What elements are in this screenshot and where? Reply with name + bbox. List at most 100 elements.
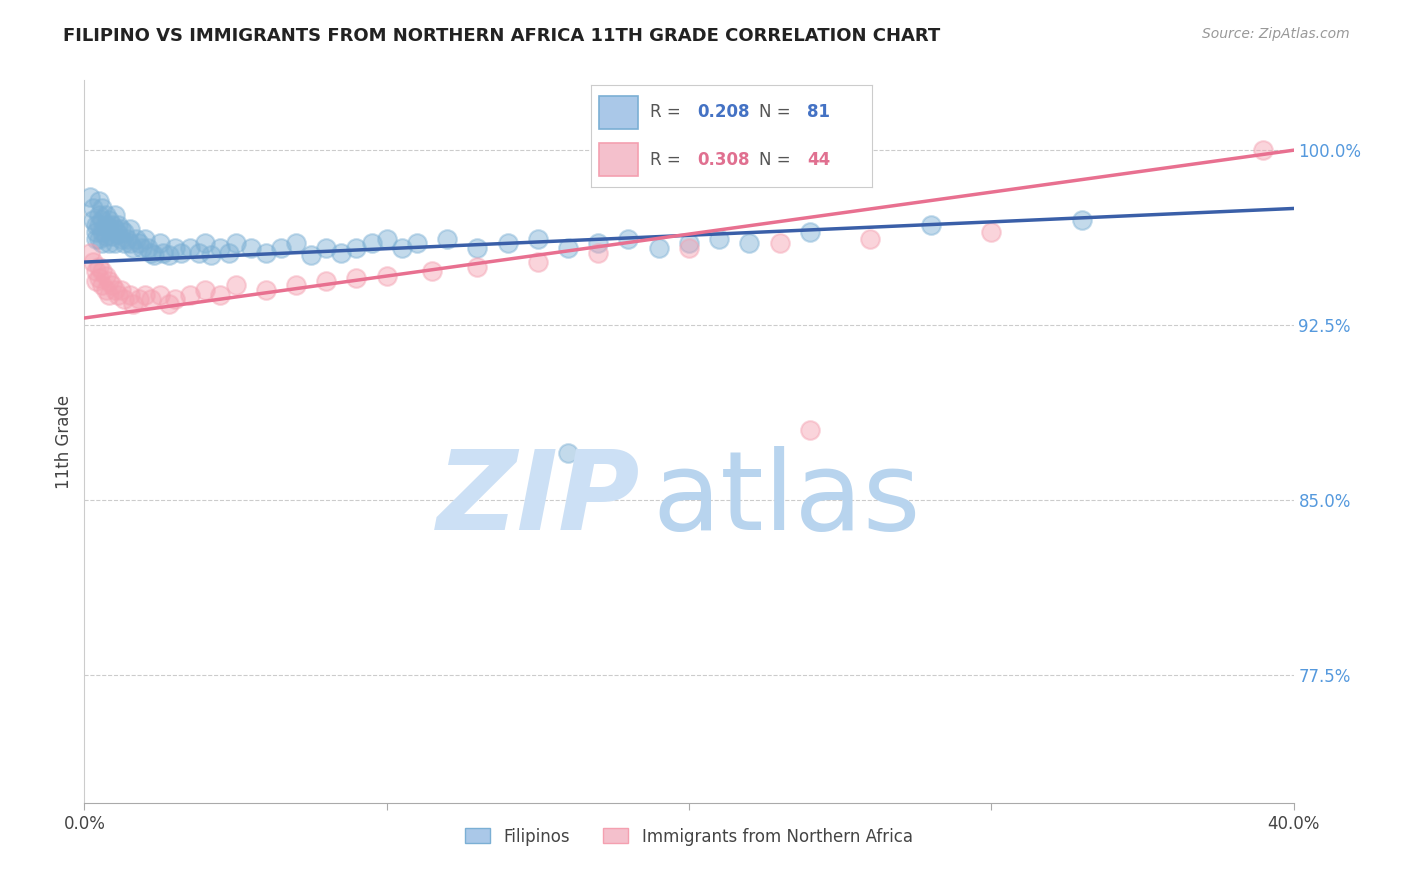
Point [100,218,122,232]
Point [89,218,111,232]
Point [527,232,550,246]
Text: atlas: atlas [652,446,921,553]
FancyBboxPatch shape [599,144,638,176]
Point [115,232,138,246]
Text: N =: N = [759,151,790,169]
Point [406,236,429,251]
Point [299,248,322,262]
Point [91,202,114,216]
Point [467,241,489,255]
Point [91,264,114,278]
Point [678,241,700,255]
Point [107,227,129,241]
Point [239,241,262,255]
Legend: Filipinos, Immigrants from Northern Africa: Filipinos, Immigrants from Northern Afri… [458,821,920,852]
Point [134,232,156,246]
Text: N =: N = [759,103,790,121]
Point [136,241,159,255]
Point [86,225,108,239]
Point [375,232,398,246]
Point [110,283,132,297]
Text: R =: R = [650,151,686,169]
Text: 0.308: 0.308 [697,151,749,169]
Point [94,209,117,223]
Point [89,209,111,223]
Point [709,232,731,246]
Point [128,293,150,307]
Point [89,260,111,274]
Point [86,232,108,246]
Text: 44: 44 [807,151,831,169]
Point [97,287,120,301]
Point [209,287,232,301]
Point [330,245,353,260]
Point [112,236,135,251]
Point [131,241,153,255]
Point [97,274,120,288]
Point [360,236,382,251]
Point [104,236,127,251]
Point [738,236,761,251]
Point [225,236,247,251]
Point [86,264,108,278]
Point [139,293,162,307]
Y-axis label: 11th Grade: 11th Grade [55,394,73,489]
Point [200,248,222,262]
Point [769,236,792,251]
Point [104,209,127,223]
Point [86,218,108,232]
Point [346,241,368,255]
Point [82,202,104,216]
Point [436,232,458,246]
Text: R =: R = [650,103,686,121]
Point [100,278,122,293]
Point [97,213,120,227]
Point [139,245,162,260]
Point [118,236,141,251]
Point [346,271,368,285]
Point [157,248,180,262]
Point [420,264,443,278]
Point [152,245,174,260]
Point [94,268,117,283]
Point [179,241,201,255]
Point [285,236,308,251]
Point [254,245,277,260]
Point [134,287,156,301]
Point [980,225,1002,239]
Point [467,260,489,274]
Point [121,241,143,255]
Point [194,236,217,251]
Point [118,287,141,301]
Point [94,229,117,244]
Point [94,218,117,232]
Point [165,293,187,307]
Point [588,245,610,260]
Point [920,218,942,232]
Text: FILIPINO VS IMMIGRANTS FROM NORTHERN AFRICA 11TH GRADE CORRELATION CHART: FILIPINO VS IMMIGRANTS FROM NORTHERN AFR… [63,27,941,45]
Point [527,255,550,269]
Point [89,232,111,246]
Point [82,213,104,227]
Point [254,283,277,297]
Point [89,271,111,285]
Point [100,229,122,244]
Point [194,283,217,297]
Point [91,278,114,293]
Point [86,274,108,288]
Text: Source: ZipAtlas.com: Source: ZipAtlas.com [1202,27,1350,41]
Point [89,194,111,209]
Point [209,241,232,255]
Point [179,287,201,301]
Point [107,218,129,232]
Point [799,423,821,437]
Point [165,241,187,255]
Point [799,225,821,239]
Point [678,236,700,251]
Point [110,222,132,236]
Point [859,232,882,246]
Point [110,232,132,246]
Point [125,232,148,246]
Point [157,297,180,311]
Point [94,283,117,297]
